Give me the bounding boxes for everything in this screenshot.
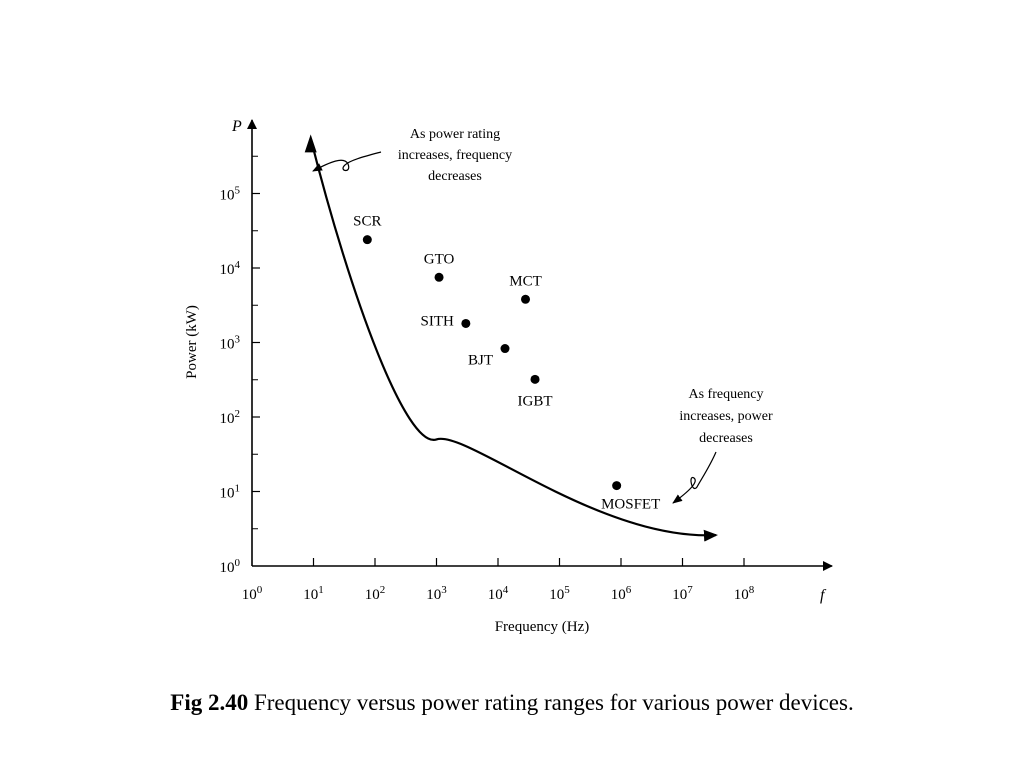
y-tick-label: 102 — [220, 408, 241, 427]
device-point-label: BJT — [468, 353, 493, 369]
x-tick-label: 105 — [549, 584, 570, 603]
annotation-line: As frequency — [688, 387, 763, 402]
x-axis-symbol: f — [820, 587, 827, 604]
x-tick-label: 102 — [365, 584, 386, 603]
annotation-line: decreases — [428, 169, 482, 184]
device-point-label: SCR — [353, 214, 381, 230]
x-tick-label: 106 — [611, 584, 632, 603]
x-axis-title: Frequency (Hz) — [495, 619, 590, 635]
y-axis-symbol: P — [231, 118, 242, 135]
annotation-frequency-increases: As frequency increases, power decreases — [672, 387, 773, 504]
x-tick-group: 100 101 102 103 104 105 106 107 108 — [242, 558, 755, 603]
trend-curve-arrowhead-top — [304, 134, 317, 153]
y-tick-label: 104 — [220, 259, 241, 278]
figure-caption: Fig 2.40 Frequency versus power rating r… — [0, 690, 1024, 716]
x-tick-label: 100 — [242, 584, 263, 603]
device-point-label: MOSFET — [601, 497, 660, 513]
device-point — [521, 294, 531, 304]
device-point — [530, 374, 540, 384]
device-point-label: IGBT — [518, 393, 553, 409]
x-tick-label: 107 — [672, 584, 693, 603]
y-axis-title: Power (kW) — [184, 305, 200, 379]
x-tick-label: 108 — [734, 584, 755, 603]
device-point — [612, 481, 622, 491]
x-tick-label: 101 — [303, 584, 324, 603]
y-tick-group: 100 101 102 103 104 105 — [220, 155, 260, 576]
device-point-label: SITH — [420, 313, 454, 329]
annotation-line: increases, frequency — [398, 148, 512, 163]
device-point — [500, 344, 510, 354]
annotation-pointer — [672, 451, 717, 504]
annotation-power-increases: As power rating increases, frequency dec… — [312, 127, 512, 184]
figure-caption-text: Frequency versus power rating ranges for… — [248, 690, 854, 715]
device-point — [362, 235, 372, 245]
trend-curve-group — [304, 134, 718, 542]
annotation-pointer — [312, 151, 382, 172]
y-tick-label: 100 — [220, 557, 241, 576]
annotation-line: As power rating — [410, 127, 500, 142]
figure-label: Fig 2.40 — [170, 690, 249, 715]
y-tick-label: 101 — [220, 483, 241, 502]
device-point — [461, 318, 471, 328]
device-point-label: MCT — [509, 273, 542, 289]
x-tick-label: 104 — [488, 584, 509, 603]
x-tick-label: 103 — [426, 584, 447, 603]
device-point — [434, 272, 444, 282]
annotation-line: decreases — [699, 431, 753, 446]
y-tick-label: 105 — [220, 185, 241, 204]
device-point-label: GTO — [424, 251, 455, 267]
y-tick-label: 103 — [220, 334, 241, 353]
annotation-line: increases, power — [679, 409, 773, 424]
trend-curve-arrow — [309, 138, 718, 542]
device-point-group: SCR GTO MCT SITH BJT IGBT MOSFET — [353, 214, 660, 513]
